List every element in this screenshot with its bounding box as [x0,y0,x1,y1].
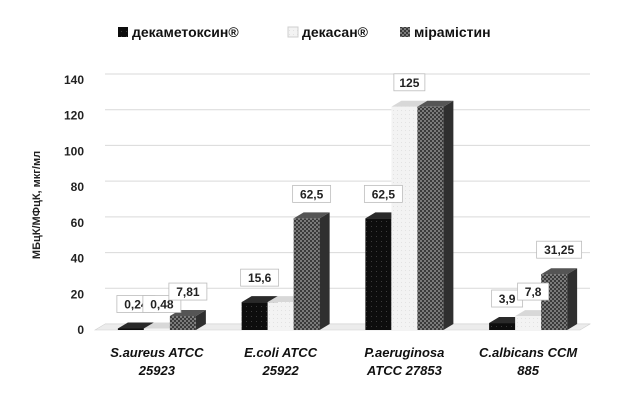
data-label-box-3-1 [168,282,208,301]
x-tick-label-1-line-2: 25923 [138,363,176,378]
y-tick-label-40: 40 [71,252,85,266]
y-axis: 0 20 40 60 80 100 120 140 [64,73,84,337]
legend: декаметоксин® декасан® мірамістин [118,24,491,40]
data-label-box-1-2 [240,268,280,287]
bar-3-2-top [293,212,330,219]
data-label-3-1: 7,81 [176,285,200,299]
bar-1-2 [241,302,268,330]
data-label-2-4: 7,8 [525,285,542,299]
data-label-box-3-2 [292,184,332,203]
x-tick-label-3-line-1: P.aeruginosa [364,345,444,360]
legend-swatch-1 [118,27,128,37]
legend-label-3: мірамістин [414,24,491,40]
bar-2-3 [391,106,418,331]
y-tick-label-140: 140 [64,73,84,87]
bar-3-3-top [417,100,454,107]
x-tick-label-1-line-1: S.aureus ATCC [110,345,204,360]
bar-3-3 [417,106,444,331]
legend-label-1: декаметоксин® [132,24,239,40]
legend-swatch-2 [287,26,299,38]
x-tick-label-4-line-1: C.albicans CCM [479,345,578,360]
y-tick-label-80: 80 [71,180,85,194]
bar-3-4-top [541,268,578,275]
legend-swatch-3 [400,27,410,37]
data-label-3-2: 62,5 [300,187,324,201]
bar-3-2 [293,218,320,330]
x-tick-label-2-line-1: E.coli ATCC [244,345,318,360]
data-label-2-3: 125 [399,76,419,90]
x-tick-label-3-line-2: ATCC 27853 [366,363,443,378]
data-label-box-1-3 [363,184,403,203]
data-label-box-2-4 [517,282,550,301]
legend-label-2: декасан® [302,24,369,40]
bar-2-2 [267,302,294,330]
data-label-1-4: 3,9 [499,292,516,306]
data-label-2-1: 0,48 [150,298,174,312]
data-label-1-3: 62,5 [372,187,396,201]
bar-1-1-top [117,322,154,329]
bar-3-4-side [567,268,578,330]
bars [117,100,578,331]
bar-3-4 [541,274,568,330]
bar-1-4 [489,323,516,330]
bar-1-1 [117,328,144,330]
y-tick-label-0: 0 [77,323,84,337]
bar-3-3-side [443,100,454,331]
x-tick-label-2-line-2: 25922 [262,363,300,378]
bar-1-2-top [241,296,278,303]
bar-3-1 [169,316,196,330]
y-tick-label-20: 20 [71,287,85,301]
x-tick-label-4-line-2: 885 [517,363,539,378]
data-label-3-4: 31,25 [544,243,574,257]
y-tick-label-60: 60 [71,216,85,230]
bar-2-1 [143,328,170,330]
data-label-1-2: 15,6 [248,271,272,285]
data-label-box-2-3 [393,73,426,92]
bar-3-2-side [319,212,330,330]
data-label-1-1: 0,24 [124,298,148,312]
bar-1-3 [365,218,392,330]
y-tick-label-120: 120 [64,109,84,123]
data-label-box-3-4 [536,240,583,259]
y-tick-label-100: 100 [64,144,84,158]
bar-2-4 [515,316,542,330]
data-labels: 0,24 0,487,81 15,6 62,5 62,5 125 3,9 7,8 31,25 [116,73,583,313]
x-axis: S.aureus ATCC 25923 E.coli ATCC 25922 P.aeru… [110,345,578,378]
bar-3-1-side [195,310,206,330]
bar-2-3-top [391,100,428,107]
y-axis-title: МБцК/МФцК, мкг/мл [31,151,43,259]
